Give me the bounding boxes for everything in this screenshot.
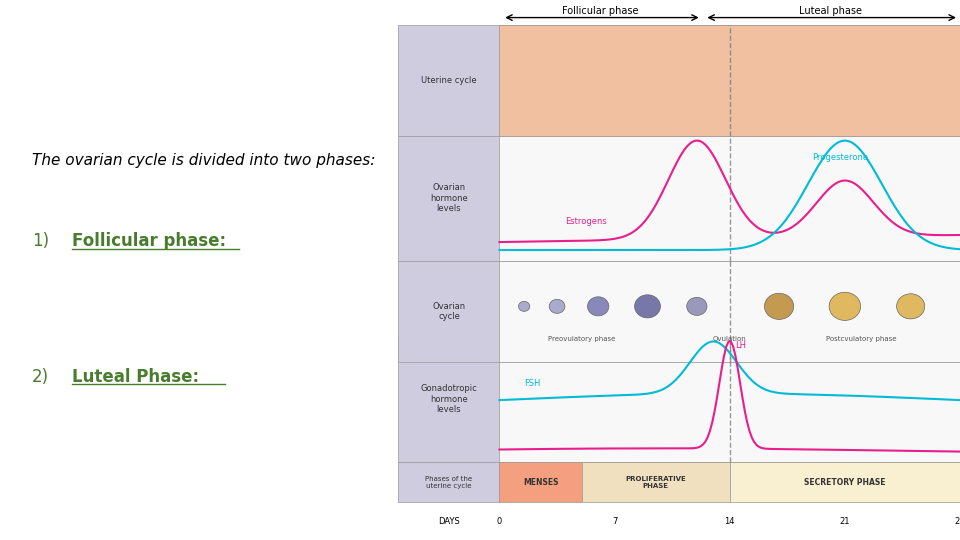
Circle shape <box>686 298 707 315</box>
Circle shape <box>588 297 609 316</box>
Text: Follicular phase:: Follicular phase: <box>72 232 226 250</box>
Text: Uterine cycle: Uterine cycle <box>421 76 477 85</box>
Text: Phases of the
uterine cycle: Phases of the uterine cycle <box>425 476 472 489</box>
Text: Preovulatory phase: Preovulatory phase <box>548 336 615 342</box>
Text: Progesterone: Progesterone <box>812 153 868 162</box>
Circle shape <box>897 294 924 319</box>
Text: 7: 7 <box>612 517 617 526</box>
Text: Follicular phase: Follicular phase <box>563 6 638 16</box>
Text: MENSES: MENSES <box>523 477 559 487</box>
Text: 14: 14 <box>725 517 735 526</box>
Bar <box>730 462 960 502</box>
Circle shape <box>764 293 794 319</box>
Text: Ovarian
hormone
levels: Ovarian hormone levels <box>430 184 468 213</box>
Text: 28: 28 <box>954 517 960 526</box>
Text: Postcvulatory phase: Postcvulatory phase <box>826 336 897 342</box>
Circle shape <box>518 301 530 312</box>
Text: Ovulation: Ovulation <box>713 336 747 342</box>
Text: The ovarian cycle is divided into two phases:: The ovarian cycle is divided into two ph… <box>32 153 375 168</box>
Bar <box>582 462 730 502</box>
Text: Ovarian
cycle: Ovarian cycle <box>432 302 466 321</box>
Text: Gonadotropic
hormone
levels: Gonadotropic hormone levels <box>420 384 477 414</box>
Text: Luteal phase: Luteal phase <box>800 6 862 16</box>
Text: LH: LH <box>734 341 746 349</box>
Circle shape <box>635 295 660 318</box>
Text: Luteal Phase:: Luteal Phase: <box>72 368 199 386</box>
Text: 1): 1) <box>32 232 49 250</box>
Text: DAYS: DAYS <box>438 517 460 526</box>
Bar <box>398 462 499 502</box>
Text: SECRETORY PHASE: SECRETORY PHASE <box>804 477 886 487</box>
Text: 2): 2) <box>32 368 49 386</box>
Text: FSH: FSH <box>524 379 540 388</box>
Text: 21: 21 <box>840 517 851 526</box>
Text: 0: 0 <box>497 517 502 526</box>
Circle shape <box>829 292 860 320</box>
Text: PROLIFERATIVE
PHASE: PROLIFERATIVE PHASE <box>625 476 686 489</box>
Bar <box>499 462 582 502</box>
Circle shape <box>549 299 564 313</box>
Text: Estrogens: Estrogens <box>565 217 607 226</box>
